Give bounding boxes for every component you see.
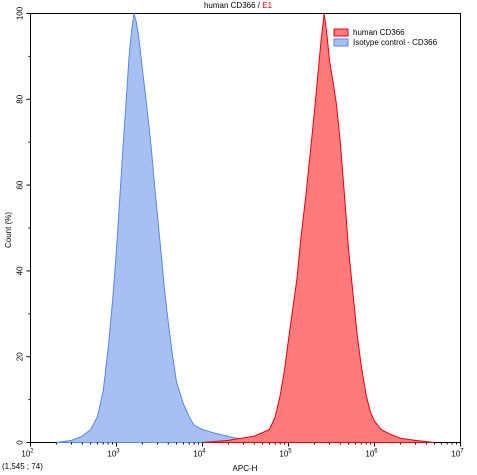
series-area-human-cd366 [202, 13, 436, 443]
y-tick-label: 100 [16, 6, 25, 20]
x-axis-label: APC-H [233, 464, 258, 473]
chart-title: human CD366 / E1 [204, 1, 273, 10]
y-tick-label: 80 [16, 94, 25, 103]
y-tick-label: 60 [16, 180, 25, 189]
series-layer [55, 13, 436, 443]
x-tick-label: 103 [107, 449, 120, 459]
y-tick-label: 40 [16, 266, 25, 275]
plot-area [30, 13, 461, 443]
axes: 102 103 104 105 106 107 0 20 40 60 80 100 [16, 6, 465, 458]
series-area-isotype-control-cd366 [55, 13, 270, 443]
x-tick-label: 105 [279, 449, 292, 459]
y-axis-label: Count (%) [4, 212, 13, 248]
legend-swatch-isotype-control [333, 38, 349, 47]
x-tick-label: 104 [193, 449, 206, 459]
legend-label-human-cd366: human CD366 [353, 28, 405, 37]
legend-label-isotype-control: Isotype control - CD366 [353, 38, 438, 47]
x-tick-label: 106 [365, 449, 378, 459]
x-tick-label: 102 [21, 449, 34, 459]
coordinate-readout: (1,545 ; 74) [2, 462, 43, 471]
legend: human CD366 Isotype control - CD366 [333, 28, 438, 47]
y-tick-label: 0 [16, 440, 25, 445]
y-tick-label: 20 [16, 352, 25, 361]
x-tick-label: 107 [451, 449, 464, 459]
legend-swatch-human-cd366 [333, 28, 349, 37]
